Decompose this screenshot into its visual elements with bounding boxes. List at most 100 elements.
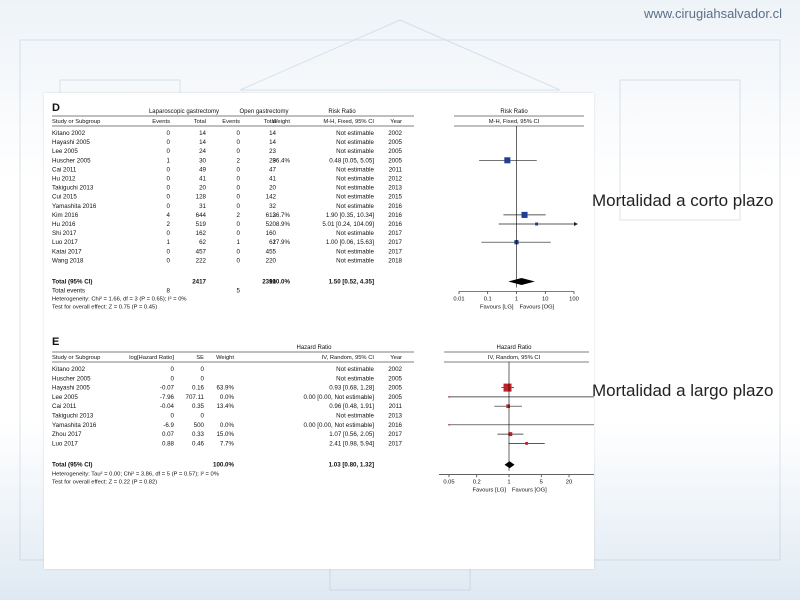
study-name: Takiguchi 2013 <box>52 185 94 192</box>
study-name: Hayashi 2005 <box>52 139 90 146</box>
events-lg: 0 <box>167 185 171 192</box>
point-estimate-square <box>521 211 528 218</box>
total-lg: 457 <box>196 248 207 255</box>
study-year: 2017 <box>388 440 402 447</box>
study-year: 2013 <box>388 413 402 420</box>
study-year: 2017 <box>388 239 402 246</box>
log-hazard-ratio: 0.07 <box>162 431 175 438</box>
total-lg: 222 <box>196 257 207 264</box>
study-name: Hu 2012 <box>52 176 76 183</box>
column-header: M-H, Fixed, 95% CI <box>323 119 374 125</box>
long-term-mortality-label: Mortalidad a largo plazo <box>592 381 774 400</box>
study-name: Luo 2017 <box>52 440 78 447</box>
log-hazard-ratio: 0 <box>171 413 175 420</box>
events-lg: 0 <box>167 176 171 183</box>
total-lg: 24 <box>199 148 206 155</box>
total-og: 612 <box>266 212 277 219</box>
study-name: Yamashita 2016 <box>52 203 97 210</box>
study-ci: Not estimable <box>336 257 374 264</box>
x-tick-label: 0.01 <box>453 297 464 303</box>
study-ci: 1.90 [0.35, 10.34] <box>326 212 374 219</box>
total-og: 520 <box>266 221 277 228</box>
study-name: Kim 2016 <box>52 212 79 219</box>
total-og: 20 <box>269 185 276 192</box>
x-tick-label: 0.2 <box>473 480 481 486</box>
total-ci: 1.03 [0.80, 1.32] <box>329 462 374 469</box>
log-hazard-ratio: -7.96 <box>160 394 175 401</box>
x-tick-label: 100 <box>569 297 579 303</box>
events-og: 0 <box>237 176 241 183</box>
study-year: 2016 <box>388 203 402 210</box>
point-estimate-square <box>506 404 511 409</box>
study-ci: Not estimable <box>336 366 374 373</box>
study-ci: Not estimable <box>336 130 374 137</box>
total-og: 41 <box>269 176 276 183</box>
total-weight: 100.0% <box>213 462 234 469</box>
favours-right-label: Favours [OG] <box>520 305 555 311</box>
study-name: Cai 2011 <box>52 166 77 173</box>
study-year: 2011 <box>389 166 403 173</box>
events-lg: 1 <box>167 239 171 246</box>
events-lg: 0 <box>167 257 171 264</box>
column-header: Year <box>390 119 402 125</box>
group-header: Hazard Ratio <box>496 345 532 351</box>
study-name: Huscher 2005 <box>52 157 91 164</box>
point-estimate-square <box>525 442 529 445</box>
study-name: Yamashita 2016 <box>52 422 97 429</box>
total-og: 220 <box>266 257 277 264</box>
point-estimate-square <box>508 432 513 437</box>
study-year: 2017 <box>388 431 402 438</box>
standard-error: 707.11 <box>186 394 205 401</box>
column-header: IV, Random, 95% CI <box>322 355 375 361</box>
column-header: Events <box>222 119 240 125</box>
study-weight: 15.0% <box>216 431 234 438</box>
total-events-label: Total events <box>52 288 85 295</box>
total-weight: 100.0% <box>269 279 290 286</box>
study-weight: 17.9% <box>272 239 290 246</box>
total-og: 455 <box>266 248 277 255</box>
site-url[interactable]: www.cirugiahsalvador.cl <box>643 6 782 21</box>
study-name: Cui 2015 <box>52 194 77 201</box>
study-name: Lee 2005 <box>52 394 78 401</box>
pooled-diamond <box>508 278 535 285</box>
total-lg: 644 <box>196 212 207 219</box>
log-hazard-ratio: -0.04 <box>160 403 175 410</box>
standard-error: 0.46 <box>192 440 205 447</box>
x-tick-label: 0.1 <box>484 297 492 303</box>
study-name: Shi 2017 <box>52 230 77 237</box>
study-year: 2012 <box>388 176 402 183</box>
total-lg: 162 <box>196 230 207 237</box>
study-ci: Not estimable <box>336 413 374 420</box>
study-ci: Not estimable <box>336 166 374 173</box>
study-ci: 0.93 [0.68, 1.28] <box>329 385 374 392</box>
study-year: 2013 <box>388 185 402 192</box>
study-ci: Not estimable <box>336 139 374 146</box>
study-ci: 5.01 [0.24, 104.09] <box>322 221 374 228</box>
events-og: 0 <box>237 248 241 255</box>
study-year: 2011 <box>389 403 403 410</box>
study-ci: Not estimable <box>336 194 374 201</box>
point-estimate-square <box>503 383 512 392</box>
study-name: Takiguchi 2013 <box>52 413 94 420</box>
point-estimate-square <box>448 424 450 426</box>
study-weight: 7.7% <box>220 440 235 447</box>
log-hazard-ratio: 0.88 <box>162 440 175 447</box>
events-og: 2 <box>237 212 241 219</box>
total-lg: 31 <box>199 203 206 210</box>
log-hazard-ratio: 0 <box>171 375 175 382</box>
study-year: 2005 <box>388 139 402 146</box>
study-name: Cai 2011 <box>52 403 77 410</box>
total-og: 14 <box>269 130 276 137</box>
panel-label-d: D <box>52 102 60 114</box>
total-lg: 2417 <box>192 279 206 286</box>
total-og: 23 <box>269 148 276 155</box>
column-header: Total <box>194 119 206 125</box>
log-hazard-ratio: -6.9 <box>163 422 174 429</box>
study-year: 2005 <box>388 375 402 382</box>
events-og: 0 <box>237 148 241 155</box>
study-name: Luo 2017 <box>52 239 78 246</box>
events-lg: 0 <box>167 139 171 146</box>
study-year: 2015 <box>388 194 402 201</box>
study-ci: Not estimable <box>336 248 374 255</box>
heterogeneity-text: Heterogeneity: Tau² = 0.00; Chi² = 3.86,… <box>52 472 219 478</box>
